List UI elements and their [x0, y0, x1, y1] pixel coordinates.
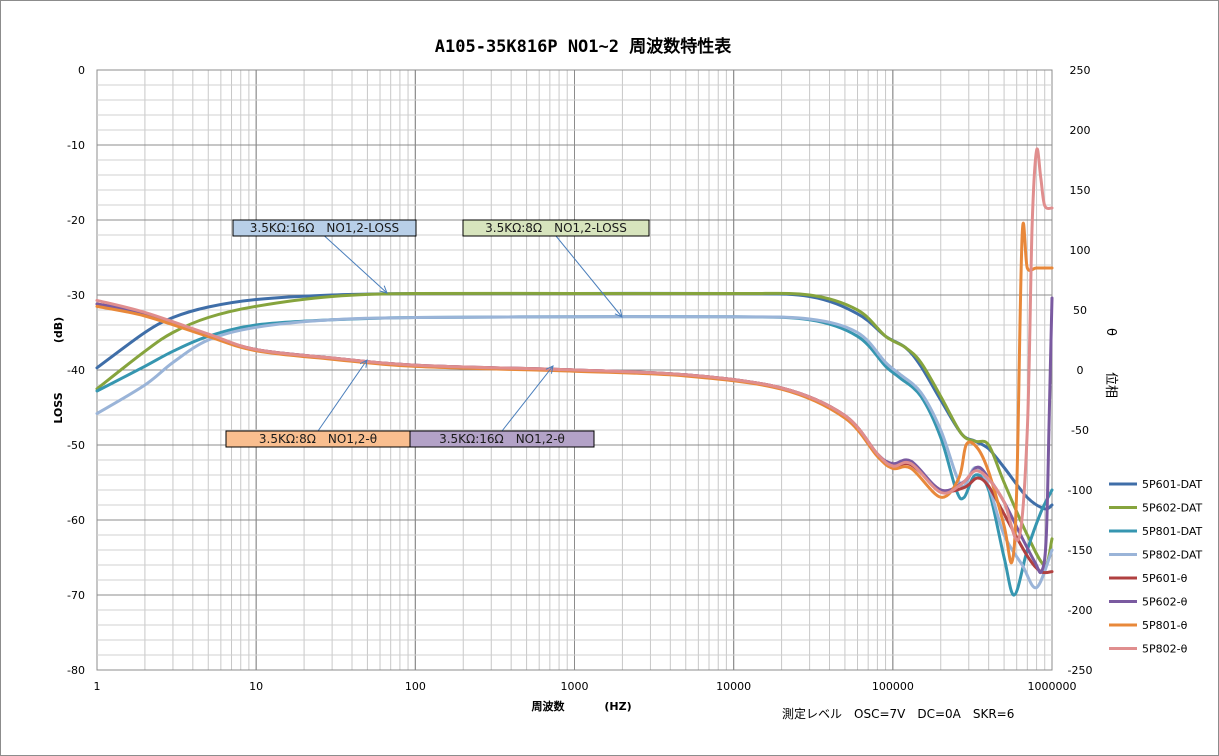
y-axis-label: LOSS: [52, 392, 65, 423]
legend-entry: 5P801-θ: [1142, 619, 1188, 632]
legend: 5P601-DAT 5P602-DAT 5P801-DAT 5P802-DAT 5P60…: [1109, 478, 1203, 656]
callout-arrowhead: [614, 309, 623, 318]
y2-tick-label: 0: [1077, 364, 1084, 377]
x-tick-label: 1000000: [1028, 680, 1077, 693]
y2-axis-unit: θ: [1103, 328, 1118, 336]
y2-tick-label: -250: [1068, 664, 1093, 677]
x-tick-label: 10: [249, 680, 263, 693]
measurement-note: 測定レベル OSC=7V DC=0A SKR=6: [782, 706, 1014, 721]
callout-line: [324, 235, 388, 294]
annotation-label: 3.5KΩ:16Ω NO1,2-LOSS: [250, 221, 399, 235]
y2-tick-label: 50: [1073, 304, 1087, 317]
annotation-box: [462, 219, 650, 237]
y-tick-label: -70: [67, 589, 85, 602]
series-line: [95, 291, 1054, 567]
x-tick-label: 10000: [716, 680, 751, 693]
x-tick-label: 1000: [561, 680, 589, 693]
y2-tick-label: 200: [1070, 124, 1091, 137]
callout-line: [555, 235, 623, 318]
annotation-box: [409, 430, 595, 448]
y2-tick-label: 250: [1070, 64, 1091, 77]
callout-arrowhead: [545, 365, 554, 374]
legend-entry: 5P601-θ: [1142, 572, 1188, 585]
legend-entry: 5P602-θ: [1142, 596, 1188, 609]
annotation-label: 3.5KΩ:8Ω NO1,2-θ: [259, 432, 377, 446]
y2-tick-label: -150: [1068, 544, 1093, 557]
callout-line: [317, 359, 368, 432]
y2-tick-label: -200: [1068, 604, 1093, 617]
y2-tick-label: -100: [1068, 484, 1093, 497]
legend-entry: 5P802-DAT: [1142, 549, 1203, 562]
x-tick-label: 1: [94, 680, 101, 693]
legend-entry: 5P601-DAT: [1142, 478, 1203, 491]
y-tick-label: 0: [78, 64, 85, 77]
y2-tick-label: -50: [1071, 424, 1089, 437]
y-tick-label: -20: [67, 214, 85, 227]
y-tick-label: -60: [67, 514, 85, 527]
y-tick-label: -10: [67, 139, 85, 152]
x-tick-label: 100000: [872, 680, 914, 693]
y2-axis-label: 位相: [1103, 372, 1118, 398]
x-axis-label: 周波数: [532, 699, 566, 713]
y-tick-label: -80: [67, 664, 85, 677]
series-lines: [95, 147, 1054, 597]
y-tick-label: -40: [67, 364, 85, 377]
x-tick-label: 100: [405, 680, 426, 693]
callout-line: [501, 365, 554, 432]
annotation-box: [232, 219, 417, 237]
x-axis-unit: (HZ): [604, 700, 631, 713]
legend-entry: 5P802-θ: [1142, 643, 1188, 656]
y-tick-label: -50: [67, 439, 85, 452]
legend-entry: 5P602-DAT: [1142, 502, 1203, 515]
series-line: [95, 147, 1054, 542]
y-axis-unit: (dB): [52, 317, 65, 343]
series-line: [95, 315, 1054, 597]
chart-title: A105-35K816P NO1~2 周波数特性表: [435, 36, 732, 57]
y2-tick-label: 150: [1070, 184, 1091, 197]
y-tick-label: -30: [67, 289, 85, 302]
annotation-callouts: 3.5KΩ:16Ω NO1,2-LOSS 3.5KΩ:8Ω NO1,2-LOSS 3…: [225, 219, 650, 448]
callout-arrowhead: [359, 359, 368, 368]
legend-entry: 5P801-DAT: [1142, 525, 1203, 538]
annotation-label: 3.5KΩ:8Ω NO1,2-LOSS: [485, 221, 627, 235]
callout-arrowhead: [379, 285, 388, 294]
tick-labels: 1 10 100 1000 10000 100000 10000000-10-20-30-4…: [67, 64, 1092, 693]
y2-tick-label: 100: [1070, 244, 1091, 257]
annotation-label: 3.5KΩ:16Ω NO1,2-θ: [439, 432, 565, 446]
